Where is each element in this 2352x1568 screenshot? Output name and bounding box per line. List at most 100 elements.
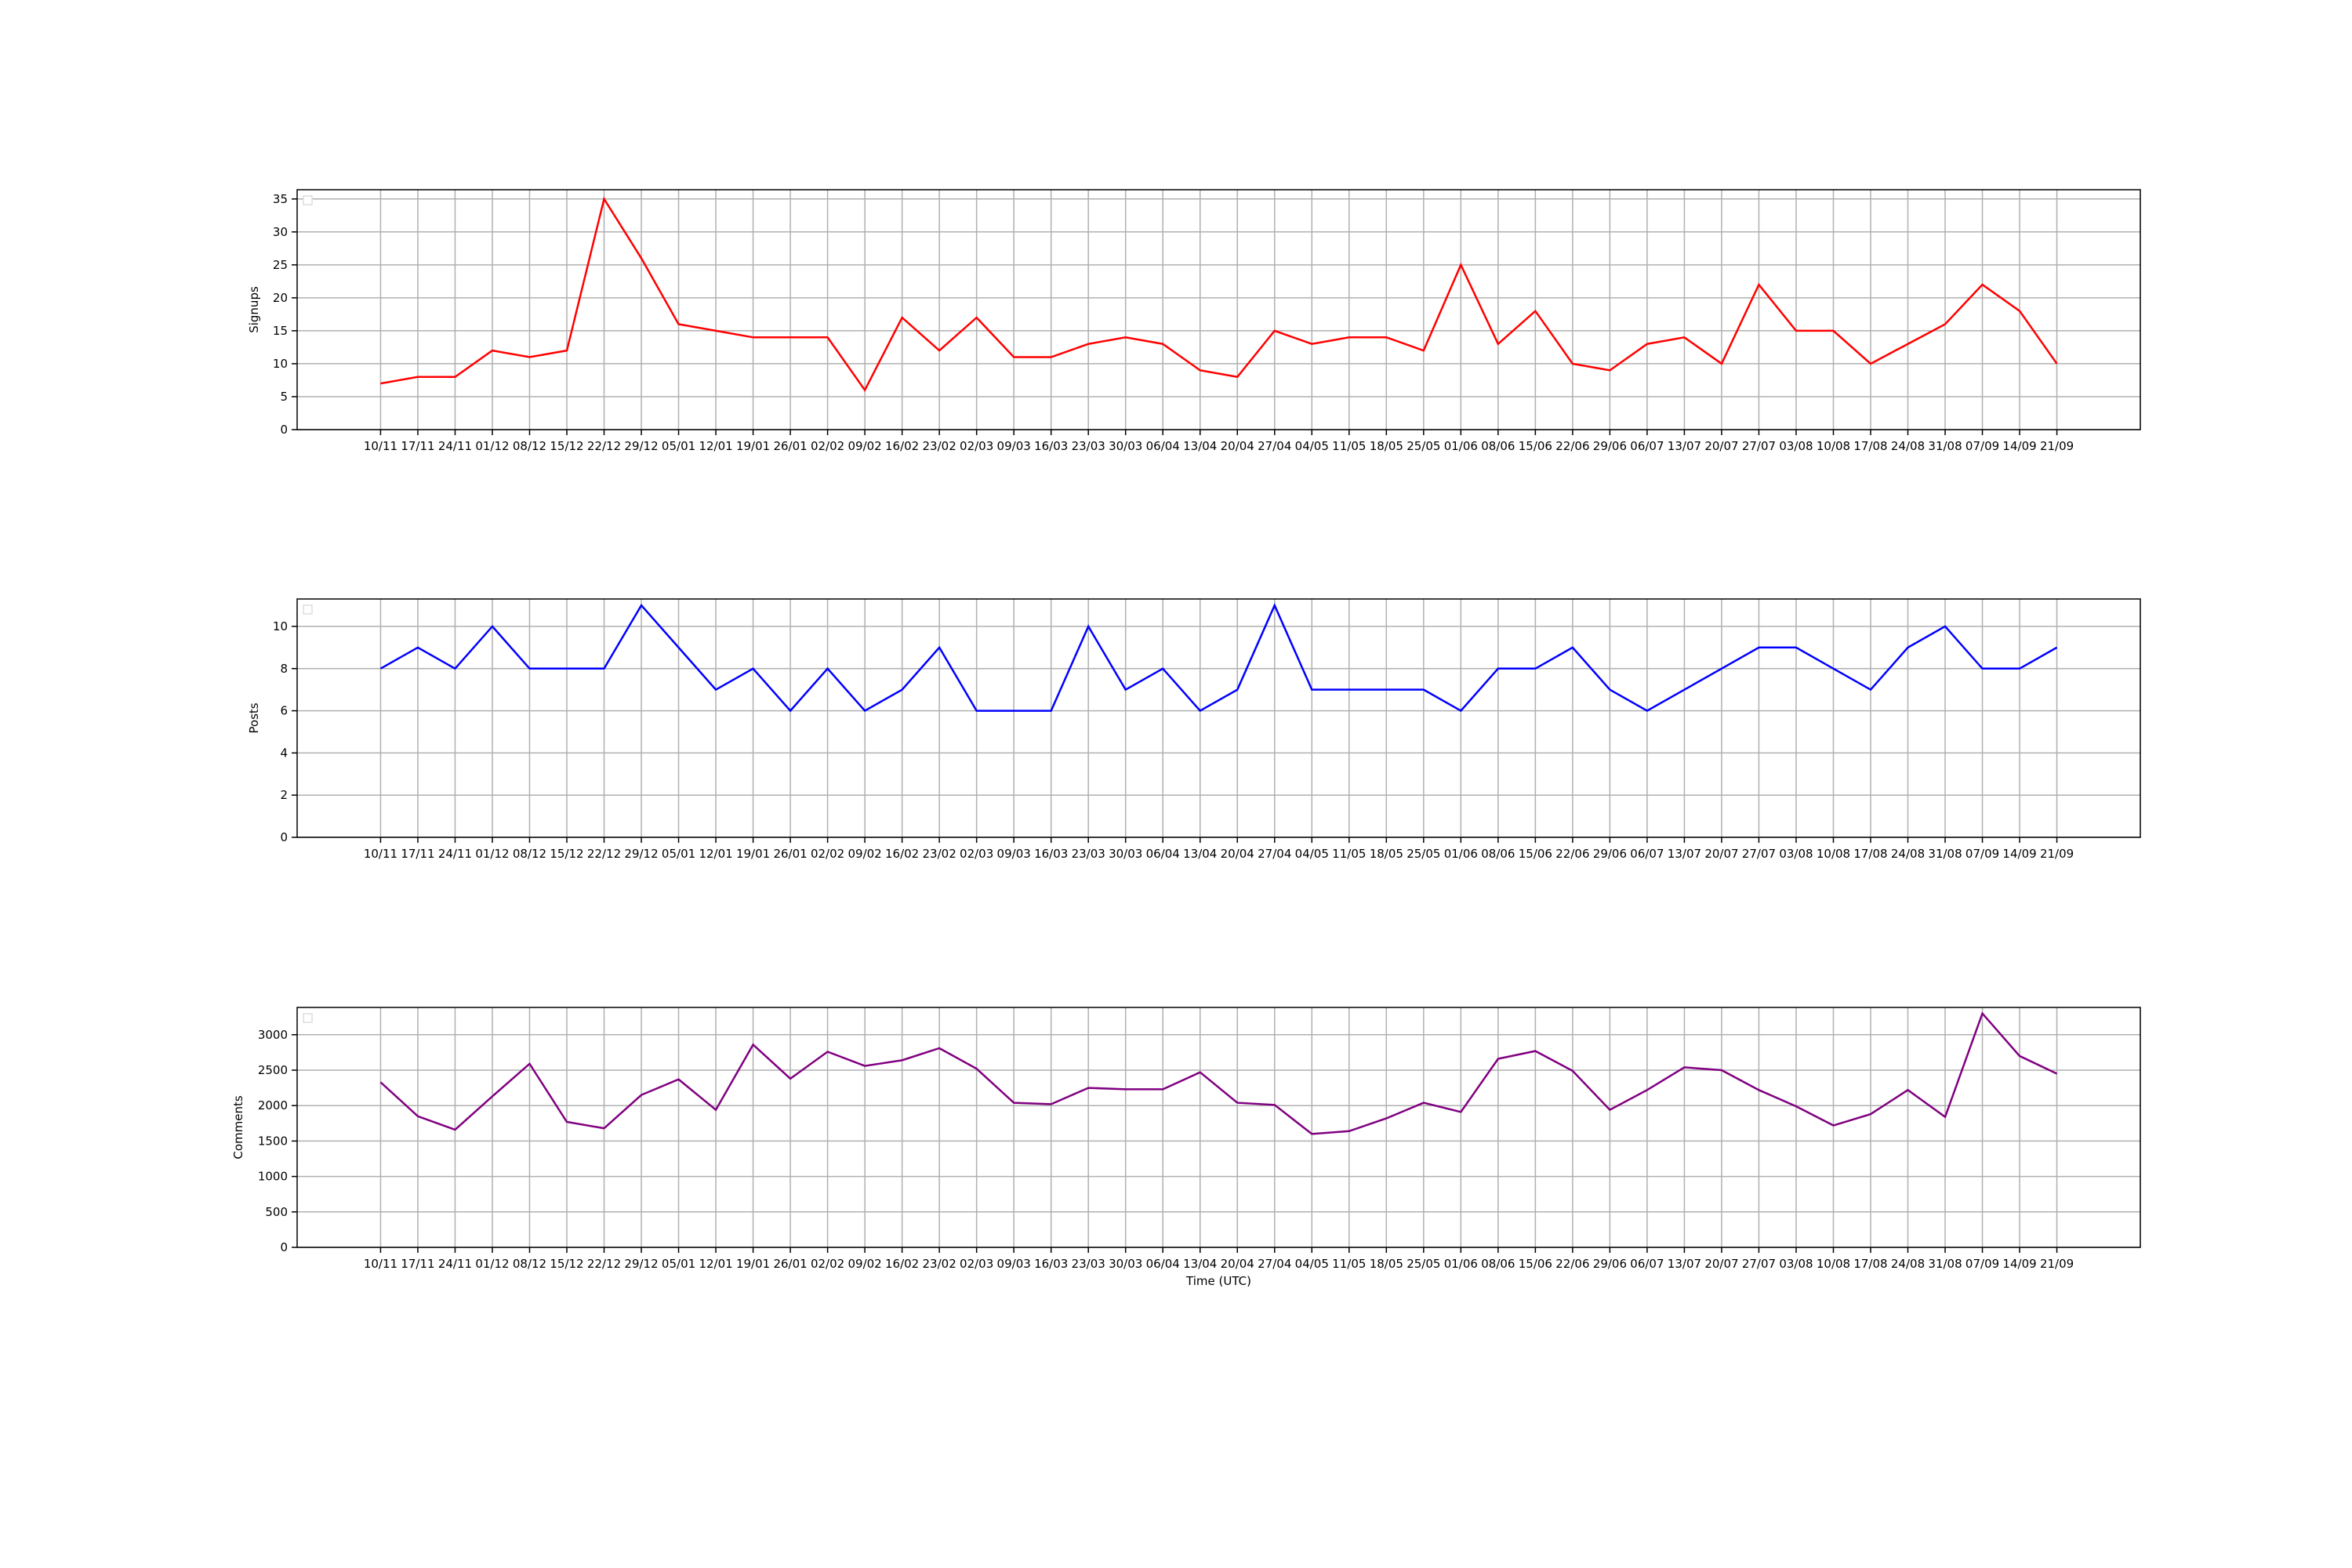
- x-tick-label: 17/11: [401, 1257, 434, 1271]
- x-tick-label: 27/07: [1742, 439, 1776, 453]
- plot-frame: [296, 598, 2141, 838]
- x-tick-label: 14/09: [2002, 847, 2036, 861]
- y-tick-label: 5: [280, 390, 288, 404]
- x-tick-label: 23/03: [1072, 1257, 1105, 1271]
- x-tick-label: 01/06: [1444, 439, 1478, 453]
- x-tick-label: 10/08: [1817, 847, 1850, 861]
- y-tick-label: 2: [280, 788, 288, 802]
- x-tick-label: 27/04: [1258, 1257, 1291, 1271]
- x-tick-label: 21/09: [2040, 439, 2074, 453]
- data-line: [379, 1011, 2058, 1135]
- x-tick-label: 16/02: [885, 439, 919, 453]
- x-tick-label: 11/05: [1332, 439, 1366, 453]
- x-tick-label: 05/01: [662, 847, 695, 861]
- x-tick-label: 12/01: [699, 1257, 732, 1271]
- x-tick-label: 27/04: [1258, 439, 1291, 453]
- x-tick-label: 08/12: [513, 1257, 546, 1271]
- plot-frame: [296, 1007, 2141, 1248]
- x-tick-label: 17/08: [1853, 847, 1887, 861]
- y-axis-label: Posts: [247, 702, 261, 733]
- x-tick-label: 17/11: [401, 439, 434, 453]
- x-tick-label: 10/11: [364, 847, 397, 861]
- x-tick-label: 17/11: [401, 847, 434, 861]
- data-line: [380, 196, 2058, 392]
- x-tick-label: 08/06: [1481, 847, 1515, 861]
- x-tick-label: 30/03: [1109, 847, 1142, 861]
- x-tick-label: 22/12: [587, 439, 621, 453]
- x-tick-label: 31/08: [1928, 1257, 1962, 1271]
- x-tick-label: 31/08: [1928, 847, 1962, 861]
- x-tick-label: 10/08: [1817, 439, 1850, 453]
- x-tick-label: 29/12: [624, 1257, 658, 1271]
- x-tick-label: 06/07: [1630, 439, 1664, 453]
- x-tick-label: 06/07: [1630, 1257, 1664, 1271]
- x-tick-label: 03/08: [1779, 847, 1813, 861]
- x-tick-label: 16/03: [1034, 1257, 1068, 1271]
- x-tick-label: 27/07: [1742, 1257, 1776, 1271]
- x-tick-label: 23/03: [1072, 847, 1105, 861]
- x-tick-label: 09/03: [997, 847, 1031, 861]
- x-tick-label: 25/05: [1406, 847, 1440, 861]
- x-tick-label: 18/05: [1370, 439, 1403, 453]
- x-tick-label: 29/06: [1593, 439, 1627, 453]
- x-tick-label: 23/02: [923, 439, 956, 453]
- x-tick-label: 08/12: [513, 439, 546, 453]
- x-tick-label: 22/06: [1555, 1257, 1589, 1271]
- x-tick-label: 29/06: [1593, 1257, 1627, 1271]
- x-tick-label: 24/08: [1891, 847, 1925, 861]
- x-tick-label: 13/04: [1183, 439, 1217, 453]
- x-tick-label: 09/02: [848, 1257, 881, 1271]
- y-tick-label: 20: [273, 291, 288, 305]
- y-tick-label: 8: [280, 662, 288, 676]
- x-tick-label: 15/06: [1519, 847, 1552, 861]
- x-tick-label: 27/07: [1742, 847, 1776, 861]
- x-tick-label: 24/11: [438, 847, 472, 861]
- x-tick-label: 27/04: [1258, 847, 1291, 861]
- x-tick-label: 13/07: [1668, 847, 1701, 861]
- x-tick-label: 05/01: [662, 1257, 695, 1271]
- x-tick-label: 01/06: [1444, 1257, 1478, 1271]
- x-tick-label: 23/03: [1072, 439, 1105, 453]
- x-tick-label: 19/01: [736, 1257, 770, 1271]
- x-tick-label: 12/01: [699, 439, 732, 453]
- x-tick-label: 01/12: [475, 847, 509, 861]
- x-tick-label: 09/03: [997, 439, 1031, 453]
- x-tick-label: 03/08: [1779, 439, 1813, 453]
- x-tick-label: 09/03: [997, 1257, 1031, 1271]
- y-tick-label: 0: [280, 830, 288, 844]
- x-tick-label: 04/05: [1295, 1257, 1329, 1271]
- y-tick-label: 0: [280, 1240, 288, 1254]
- x-tick-label: 16/02: [885, 847, 919, 861]
- x-tick-label: 09/02: [848, 847, 881, 861]
- x-tick-label: 30/03: [1109, 439, 1142, 453]
- x-tick-label: 20/07: [1704, 439, 1738, 453]
- x-tick-label: 02/03: [960, 439, 993, 453]
- x-tick-label: 01/12: [475, 1257, 509, 1271]
- x-tick-label: 25/05: [1406, 1257, 1440, 1271]
- x-tick-label: 20/07: [1704, 847, 1738, 861]
- x-tick-label: 21/09: [2040, 847, 2074, 861]
- x-tick-label: 23/02: [923, 1257, 956, 1271]
- x-tick-label: 23/02: [923, 847, 956, 861]
- x-tick-label: 02/02: [811, 439, 844, 453]
- y-axis-label: Signups: [247, 286, 261, 333]
- x-tick-label: 10/08: [1817, 1257, 1850, 1271]
- legend-box: [303, 1013, 313, 1023]
- y-tick-label: 1500: [258, 1134, 288, 1148]
- x-tick-label: 24/11: [438, 1257, 472, 1271]
- x-tick-label: 02/02: [811, 847, 844, 861]
- x-tick-label: 19/01: [736, 439, 770, 453]
- x-tick-label: 05/01: [662, 439, 695, 453]
- x-tick-label: 06/07: [1630, 847, 1664, 861]
- x-tick-label: 02/03: [960, 847, 993, 861]
- x-tick-label: 24/11: [438, 439, 472, 453]
- x-tick-label: 13/07: [1668, 439, 1701, 453]
- x-tick-label: 16/02: [885, 1257, 919, 1271]
- y-tick-label: 10: [273, 619, 288, 633]
- y-tick-label: 4: [280, 746, 288, 760]
- x-tick-label: 31/08: [1928, 439, 1962, 453]
- x-tick-label: 19/01: [736, 847, 770, 861]
- x-tick-label: 20/04: [1221, 847, 1254, 861]
- x-tick-label: 17/08: [1853, 439, 1887, 453]
- y-tick-label: 2000: [258, 1098, 288, 1112]
